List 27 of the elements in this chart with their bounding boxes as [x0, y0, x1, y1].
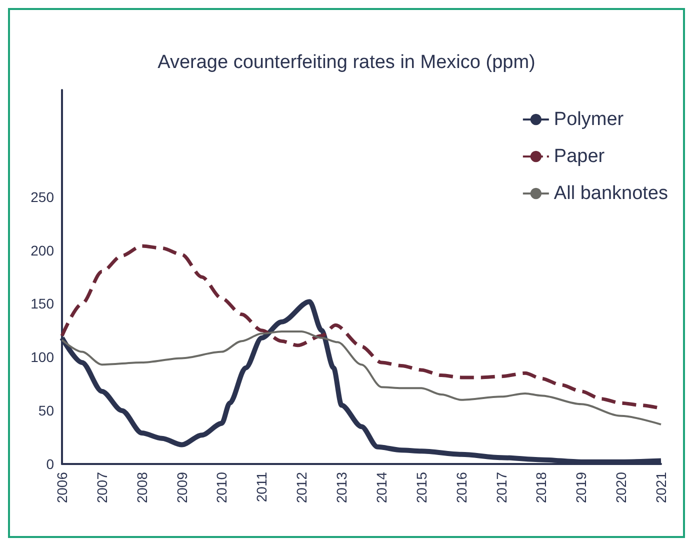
y-tick-label: 200 — [30, 242, 54, 258]
legend-label: Polymer — [554, 109, 624, 130]
legend-label: Paper — [554, 146, 606, 167]
x-tick-label: 2006 — [54, 472, 70, 504]
y-tick-label: 100 — [30, 349, 54, 366]
x-tick-label: 2019 — [573, 472, 590, 504]
y-tick-label: 250 — [30, 188, 54, 205]
x-tick-label: 2016 — [453, 472, 470, 504]
y-tick-label: 50 — [38, 402, 54, 419]
x-tick-label: 2008 — [134, 472, 150, 504]
x-tick-label: 2011 — [254, 472, 270, 502]
x-tick-label: 2014 — [373, 472, 390, 504]
y-tick-label: 0 — [46, 456, 54, 472]
y-tick-label: 150 — [30, 296, 54, 312]
x-tick-label: 2020 — [613, 472, 630, 504]
x-tick-label: 2015 — [413, 472, 430, 504]
x-tick-label: 2013 — [334, 472, 350, 504]
x-tick-label: 2017 — [493, 472, 510, 504]
line-series — [61, 330, 662, 426]
x-tick-label: 2009 — [174, 472, 190, 504]
x-tick-label: 2010 — [214, 472, 230, 504]
x-tick-label: 2021 — [653, 472, 669, 504]
chart-title: Average counterfeiting rates in Mexico (ppm) — [158, 52, 536, 73]
x-tick-label: 2007 — [94, 472, 110, 504]
x-tick-label: 2012 — [294, 472, 310, 504]
x-tick-label: 2018 — [533, 472, 550, 504]
legend-label: All banknotes — [554, 183, 668, 204]
